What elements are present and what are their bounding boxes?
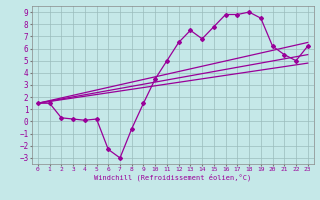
X-axis label: Windchill (Refroidissement éolien,°C): Windchill (Refroidissement éolien,°C)	[94, 174, 252, 181]
